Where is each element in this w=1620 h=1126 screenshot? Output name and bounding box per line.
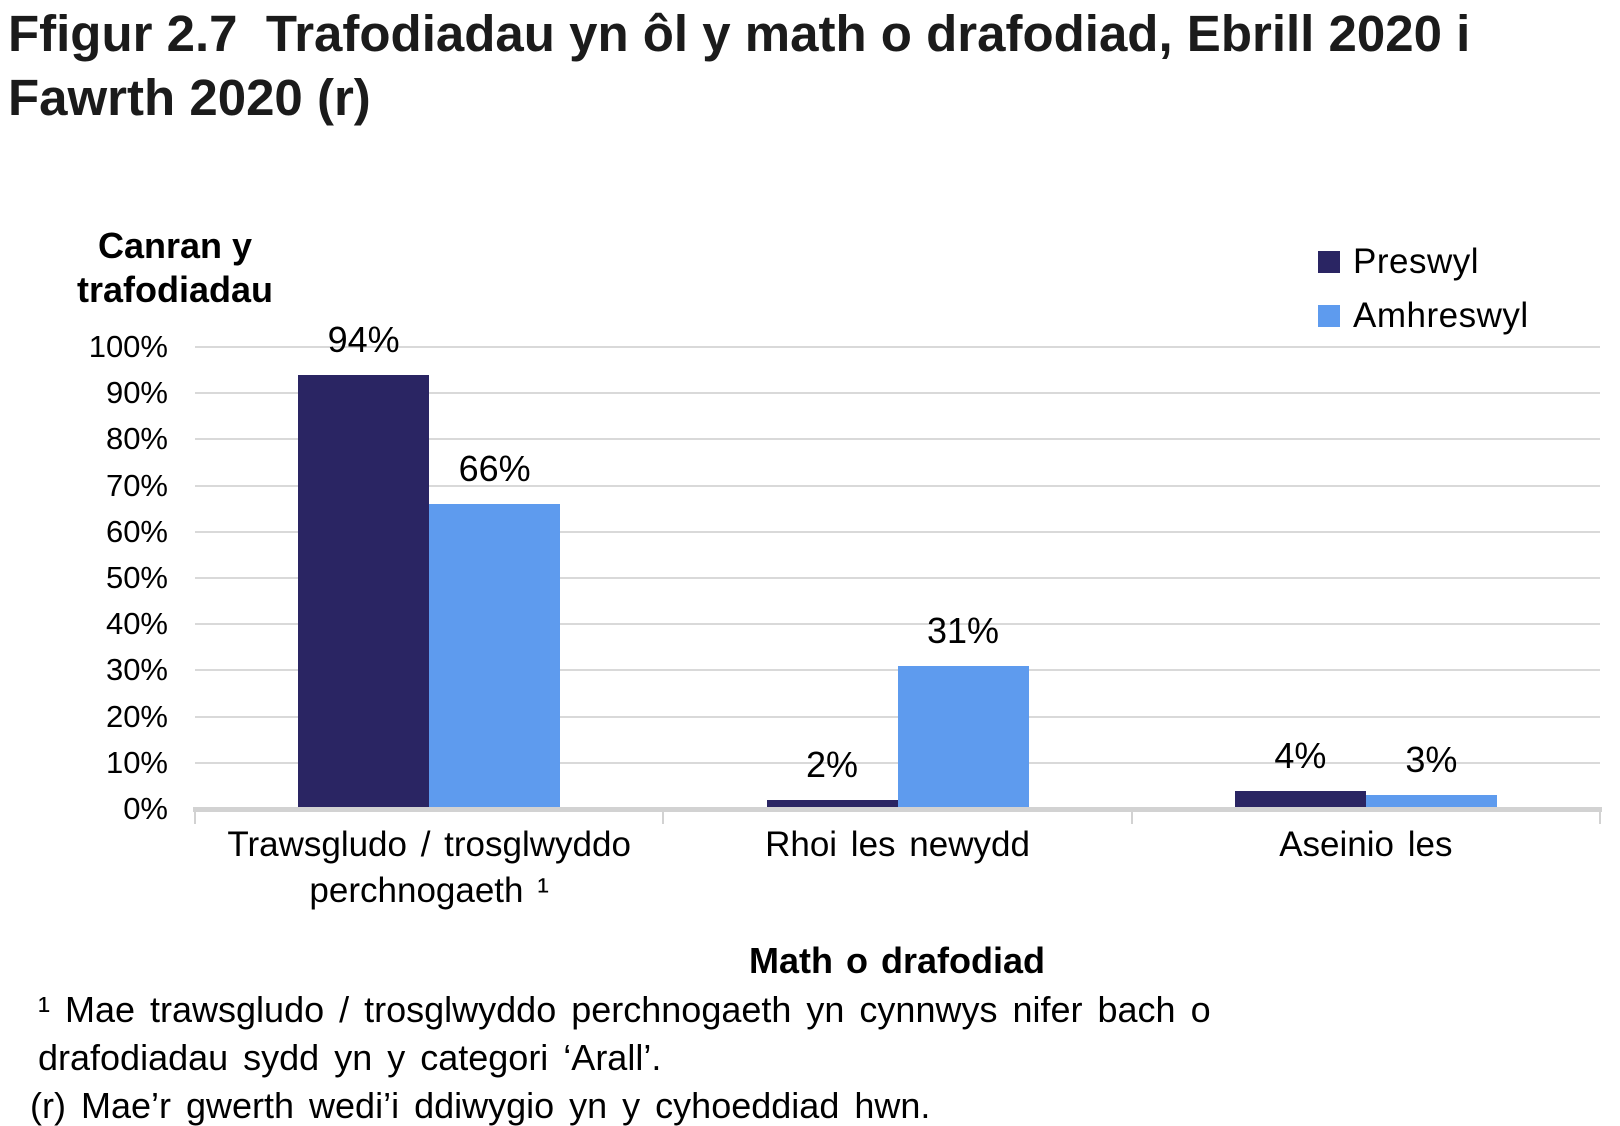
category-label-1: Rhoi les newydd [765, 825, 1030, 864]
legend-label-amhreswyl: Amhreswyl [1353, 296, 1529, 335]
footnote-2: (r) Mae’r gwerth wedi’i ddiwygio yn y cy… [30, 1085, 931, 1126]
figure-title: Ffigur 2.7 Trafodiadau yn ôl y math o dr… [8, 5, 1485, 126]
value-label-preswyl-2: 4% [1274, 734, 1327, 776]
bar-preswyl-0 [298, 374, 430, 809]
legend-item-amhreswyl: Amhreswyl [1318, 296, 1529, 336]
gridline [195, 346, 1600, 348]
y-tick-label: 40% [105, 606, 168, 642]
x-tick-mark [194, 807, 196, 824]
bar-preswyl-2 [1234, 790, 1366, 809]
y-tick-label: 10% [105, 744, 168, 780]
value-label-preswyl-1: 2% [805, 743, 859, 785]
x-axis-title: Math o drafodiad [749, 940, 1045, 981]
category-label-2: Aseinio les [1279, 825, 1453, 864]
x-tick-mark [1130, 807, 1133, 824]
y-tick-label: 60% [105, 513, 168, 549]
legend-swatch-amhreswyl [1318, 305, 1340, 327]
y-tick-label: 30% [105, 652, 168, 688]
gridline [195, 438, 1600, 441]
bar-amhreswyl-0 [429, 504, 561, 809]
gridline [195, 623, 1600, 626]
y-tick-label: 70% [105, 467, 168, 503]
value-label-preswyl-0: 94% [327, 318, 400, 360]
y-tick-label: 90% [105, 375, 168, 411]
y-axis-title: Canran y trafodiadau [76, 225, 273, 310]
value-label-amhreswyl-0: 66% [458, 448, 531, 490]
plot-area: 94% 66% 2% 31% 4% 3% [195, 319, 1600, 809]
x-tick-mark [662, 807, 665, 824]
value-label-amhreswyl-2: 3% [1405, 739, 1458, 781]
y-tick-label: 80% [105, 421, 168, 457]
gridline [195, 484, 1600, 487]
gridline [195, 577, 1600, 579]
legend-swatch-preswyl [1318, 251, 1340, 273]
gridline [195, 530, 1600, 533]
bar-amhreswyl-2 [1365, 795, 1497, 809]
x-tick-mark [1599, 807, 1601, 824]
legend: Preswyl Amhreswyl [1318, 242, 1529, 336]
bar-amhreswyl-1 [897, 665, 1029, 809]
footnote-1: ¹ Mae trawsgludo / trosglwyddo perchnoga… [38, 989, 1211, 1078]
y-tick-label: 50% [105, 560, 168, 595]
legend-label-preswyl: Preswyl [1353, 242, 1480, 281]
y-tick-label: 100% [88, 329, 168, 364]
y-tick-label: 20% [105, 698, 168, 734]
y-tick-label: 0% [123, 791, 168, 826]
bar-preswyl-1 [766, 799, 898, 809]
x-axis-line [193, 807, 1602, 812]
legend-item-preswyl: Preswyl [1318, 242, 1529, 282]
category-label-0: Trawsgludo / trosglwyddo perchnogaeth ¹ [227, 825, 631, 910]
value-label-amhreswyl-1: 31% [926, 609, 1000, 651]
gridline [195, 392, 1600, 395]
